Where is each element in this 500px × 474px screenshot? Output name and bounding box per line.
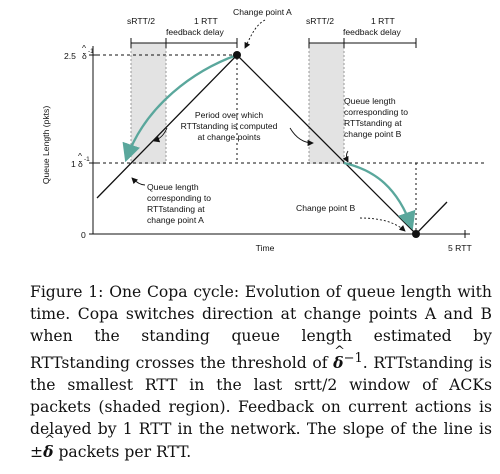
delta-hat-mid: ^ bbox=[78, 151, 82, 161]
queue-b-label-line2: corresponding to bbox=[344, 107, 408, 117]
period-label-line2: RTTstanding is computed bbox=[181, 121, 278, 131]
change-point-a-label: Change point A bbox=[233, 7, 292, 17]
period-label-line1: Period over which bbox=[195, 110, 264, 120]
queue-a-label-line4: change point A bbox=[147, 215, 204, 225]
queue-b-label-line3: RTTstanding at bbox=[344, 118, 402, 128]
feedback-delay-right-label: feedback delay bbox=[343, 27, 402, 37]
change-point-a-dot bbox=[233, 51, 241, 59]
figure-caption: Figure 1: One Copa cycle: Evolution of q… bbox=[30, 281, 492, 463]
pointer-arrow-queue-a bbox=[131, 177, 146, 186]
pointer-arrow-period-left bbox=[153, 127, 168, 143]
caption-threshold-exp: −1 bbox=[343, 350, 363, 366]
pointer-arrow-change-b bbox=[359, 217, 406, 232]
caption-text-part1: One Copa cycle: Evolution of queue lengt… bbox=[30, 283, 492, 372]
caption-threshold-symbol: δ bbox=[333, 341, 345, 374]
queue-a-label-line3: RTTstanding at bbox=[147, 204, 205, 214]
caption-text-part3: packets per RTT. bbox=[53, 442, 192, 461]
pointer-arrow-change-a bbox=[244, 19, 266, 49]
rtt-right-label: 1 RTT bbox=[371, 16, 395, 26]
queue-b-label-line1: Queue length bbox=[344, 96, 396, 106]
pointer-arrow-queue-b bbox=[342, 150, 349, 163]
pointer-arrow-period-right bbox=[289, 127, 314, 147]
delta-symbol-top: δ bbox=[82, 51, 87, 61]
teal-arrow-a bbox=[122, 53, 238, 163]
teal-arrow-b bbox=[343, 161, 416, 231]
y-tick-label-zero: 0 bbox=[81, 230, 86, 240]
queue-length-line bbox=[96, 54, 448, 235]
caption-label: Figure 1: bbox=[30, 283, 104, 301]
y-tick-label-mid: 1 bbox=[71, 159, 76, 169]
feedback-delay-left-label: feedback delay bbox=[166, 27, 225, 37]
change-point-b-label: Change point B bbox=[296, 203, 356, 213]
x-axis-title: Time bbox=[256, 243, 275, 253]
caption-slope-symbol: δ bbox=[43, 430, 55, 463]
period-label-line3: at change points bbox=[197, 132, 260, 142]
delta-exp-mid: -1 bbox=[84, 156, 90, 163]
y-axis-title: Queue Length (pkts) bbox=[41, 106, 51, 184]
delta-exp-top: -1 bbox=[88, 48, 94, 55]
y-tick-label-top: 2.5 bbox=[64, 51, 76, 61]
delta-hat-top: ^ bbox=[82, 43, 86, 53]
queue-a-label-line2: corresponding to bbox=[147, 193, 211, 203]
shaded-region-right bbox=[309, 43, 344, 164]
srtt-right-label: sRTT/2 bbox=[306, 16, 334, 26]
copa-cycle-diagram: Queue Length (pkts) Time 2.5 δ ^ -1 1 δ … bbox=[41, 7, 486, 253]
delta-symbol-mid: δ bbox=[78, 159, 83, 169]
caption-text-part2: . RTTstanding is the smallest RTT in the… bbox=[30, 353, 492, 461]
queue-b-label-line4: change point B bbox=[344, 129, 402, 139]
change-point-b-dot bbox=[412, 230, 420, 238]
queue-a-label-line1: Queue length bbox=[147, 182, 199, 192]
srtt-left-label: sRTT/2 bbox=[127, 16, 155, 26]
x-tick-label-right: 5 RTT bbox=[448, 243, 472, 253]
rtt-left-label: 1 RTT bbox=[194, 16, 218, 26]
